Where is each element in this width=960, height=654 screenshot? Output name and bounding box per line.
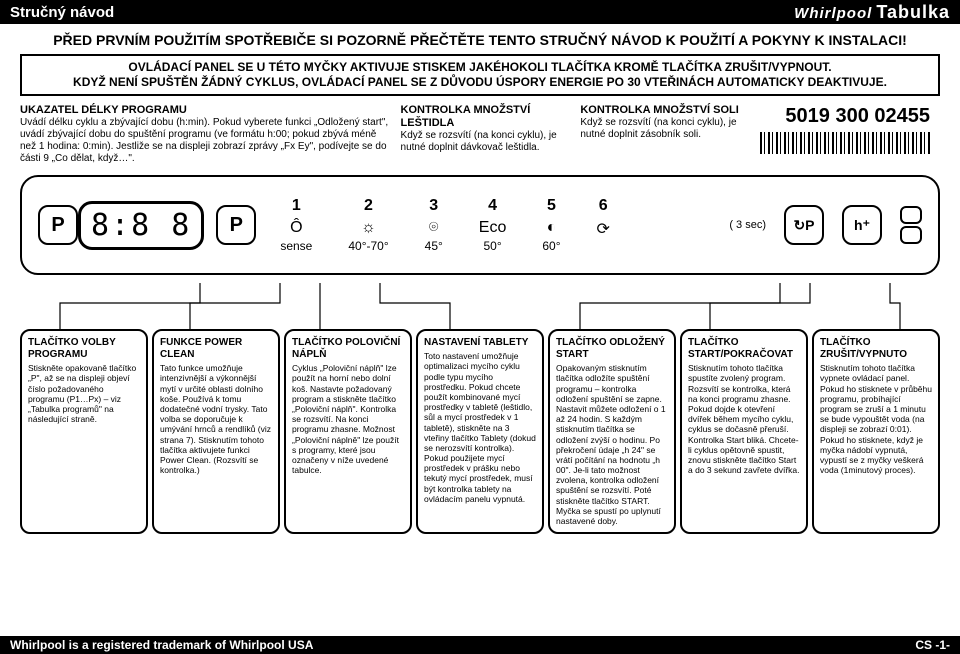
c1-body: Uvádí délku cyklu a zbývající dobu (h:mi… (20, 117, 391, 165)
c1-title: UKAZATEL DÉLKY PROGRAMU (20, 104, 391, 117)
upper-info-row: UKAZATEL DÉLKY PROGRAMU Uvádí délku cykl… (20, 104, 940, 165)
box-cancel: TLAČÍTKO ZRUŠIT/VYPNUTOStisknutím tohoto… (812, 329, 940, 534)
footer-bar: Whirlpool is a registered trademark of W… (0, 636, 960, 654)
footer-left: Whirlpool is a registered trademark of W… (10, 638, 313, 652)
sec-label: ( 3 sec) (729, 219, 766, 231)
c2-body: Když se rozsvítí (na konci cyklu), je nu… (401, 130, 571, 154)
program-button[interactable]: P (216, 205, 256, 245)
display: 8:8 8 (78, 201, 204, 250)
box-tablet: NASTAVENÍ TABLETYToto nastavení umožňuje… (416, 329, 544, 534)
header-left: Stručný návod (10, 4, 114, 21)
lower-boxes: TLAČÍTKO VOLBY PROGRAMUStiskněte opakova… (20, 329, 940, 534)
control-panel: P 8:8 8 P 1Ôsense 2☼40°-70° 3⌾45° 4Eco50… (20, 175, 940, 275)
part-number: 5019 300 02455 (760, 104, 930, 128)
footer-right: CS -1- (915, 638, 950, 652)
warning-main: PŘED PRVNÍM POUŽITÍM SPOTŘEBIČE SI POZOR… (20, 32, 940, 48)
display-p-left: P (38, 205, 78, 245)
warn2b: KDYŽ NENÍ SPUŠTĚN ŽÁDNÝ CYKLUS, OVLÁDACÍ… (30, 75, 930, 90)
cancel-button[interactable] (900, 206, 922, 244)
box-delay: TLAČÍTKO ODLOŽENÝ STARTOpakovaným stiskn… (548, 329, 676, 534)
c3-title: KONTROLKA MNOŽSTVÍ SOLI (580, 104, 750, 117)
warn2a: OVLÁDACÍ PANEL SE U TÉTO MYČKY AKTIVUJE … (30, 60, 930, 75)
box-halfload: TLAČÍTKO POLOVIČNÍ NÁPLŇCyklus „Polovičn… (284, 329, 412, 534)
box-powerclean: FUNKCE POWER CLEANTato funkce umožňuje i… (152, 329, 280, 534)
c2-title: KONTROLKA MNOŽSTVÍ LEŠTIDLA (401, 104, 571, 130)
box-start: TLAČÍTKO START/POKRAČOVATStisknutím toho… (680, 329, 808, 534)
connectors (20, 283, 940, 329)
program-row: 1Ôsense 2☼40°-70° 3⌾45° 4Eco50° 5◐60° 6⟳ (280, 197, 610, 253)
brand: WhirlpoolTabulka (794, 2, 950, 23)
barcode (760, 132, 930, 154)
warning-box: OVLÁDACÍ PANEL SE U TÉTO MYČKY AKTIVUJE … (20, 54, 940, 96)
start-button[interactable]: ↻P (784, 205, 824, 245)
box-program: TLAČÍTKO VOLBY PROGRAMUStiskněte opakova… (20, 329, 148, 534)
header-bar: Stručný návod WhirlpoolTabulka (0, 0, 960, 24)
c3-body: Když se rozsvítí (na konci cyklu), je nu… (580, 117, 750, 141)
delay-button[interactable]: h⁺ (842, 205, 882, 245)
